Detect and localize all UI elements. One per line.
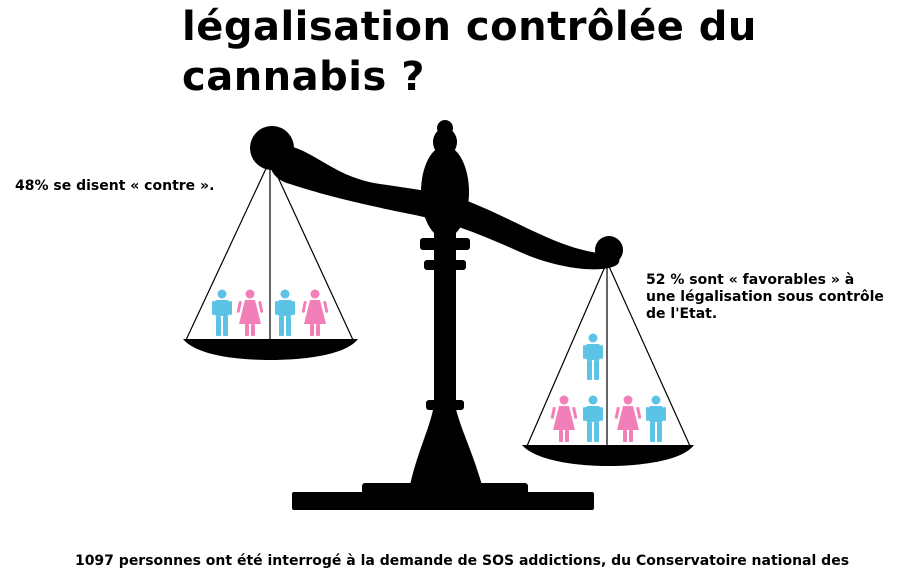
woman-icon — [236, 289, 264, 336]
woman-icon — [550, 395, 578, 442]
page-title: légalisation contrôlée du cannabis ? — [182, 2, 757, 102]
woman-icon — [301, 289, 329, 336]
scale-pillar — [420, 120, 470, 415]
right-pan-label-line-2: une légalisation sous contrôle — [646, 289, 884, 305]
survey-source-caption: 1097 personnes ont été interrogé à la de… — [74, 553, 850, 569]
man-icon — [583, 333, 603, 380]
right-pan-label-line-3: de l'Etat. — [646, 306, 718, 322]
man-icon — [212, 289, 232, 336]
right-pan-label-line-1: 52 % sont « favorables » à — [646, 272, 855, 288]
title-line-1: légalisation contrôlée du — [182, 4, 757, 50]
right-pan-figures — [550, 333, 666, 442]
left-pan — [183, 159, 358, 360]
title-line-2: cannabis ? — [182, 54, 425, 100]
right-pan-label: 52 % sont « favorables » à une légalisat… — [646, 272, 916, 323]
woman-icon — [614, 395, 642, 442]
scale-beam — [250, 126, 623, 270]
man-icon — [583, 395, 603, 442]
man-icon — [275, 289, 295, 336]
man-icon — [646, 395, 666, 442]
right-pan — [522, 261, 694, 466]
scale-base — [292, 405, 594, 510]
left-pan-label: 48% se disent « contre ». — [15, 178, 215, 194]
